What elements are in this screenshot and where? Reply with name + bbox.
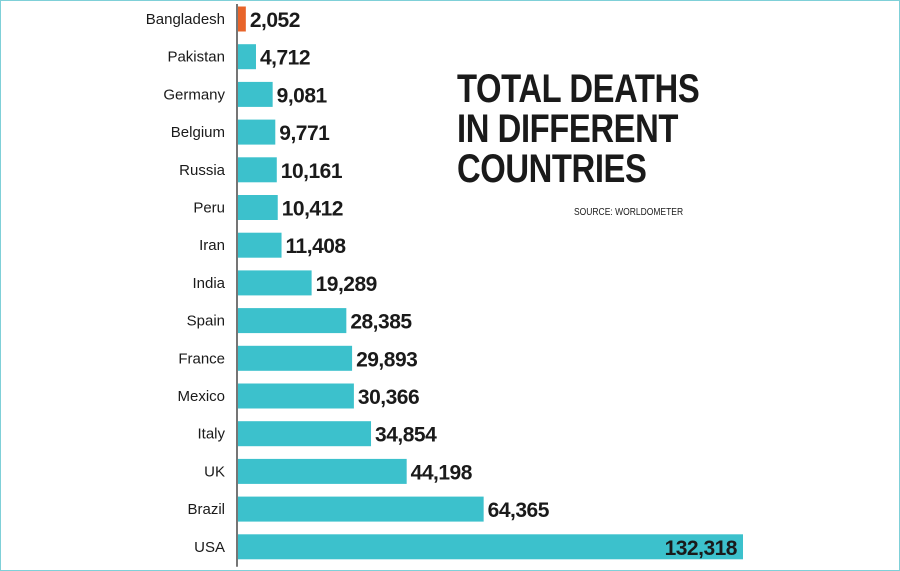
value-label-pakistan: 4,712 bbox=[260, 47, 310, 70]
title-line-1: TOTAL DEATHS bbox=[457, 67, 700, 111]
category-label-italy: Italy bbox=[197, 426, 225, 443]
value-label-usa: 132,318 bbox=[665, 537, 738, 560]
category-label-brazil: Brazil bbox=[187, 501, 225, 518]
category-label-pakistan: Pakistan bbox=[167, 49, 225, 66]
bar-france bbox=[238, 345, 353, 371]
bar-russia bbox=[238, 157, 277, 183]
value-label-india: 19,289 bbox=[316, 273, 377, 296]
category-label-usa: USA bbox=[194, 539, 225, 556]
chart-title: TOTAL DEATHS IN DIFFERENT COUNTRIES bbox=[457, 67, 700, 191]
value-label-uk: 44,198 bbox=[411, 461, 473, 484]
category-label-germany: Germany bbox=[163, 86, 225, 103]
bar-spain bbox=[238, 308, 347, 334]
bar-bangladesh bbox=[238, 6, 246, 32]
category-label-india: India bbox=[192, 275, 225, 292]
title-line-3: COUNTRIES bbox=[457, 147, 647, 191]
bar-mexico bbox=[238, 383, 354, 409]
source-note: SOURCE: WORLDOMETER bbox=[574, 207, 684, 218]
category-label-spain: Spain bbox=[187, 313, 225, 330]
bar-iran bbox=[238, 232, 282, 258]
bar-peru bbox=[238, 195, 278, 220]
value-label-russia: 10,161 bbox=[281, 160, 343, 183]
bar-germany bbox=[238, 81, 273, 107]
value-label-germany: 9,081 bbox=[277, 84, 328, 107]
bar-usa bbox=[238, 534, 743, 560]
value-label-belgium: 9,771 bbox=[279, 122, 330, 145]
value-label-bangladesh: 2,052 bbox=[250, 9, 300, 32]
bar-india bbox=[238, 270, 312, 296]
category-label-france: France bbox=[178, 350, 225, 367]
category-label-uk: UK bbox=[204, 463, 225, 480]
category-label-peru: Peru bbox=[193, 200, 225, 217]
bar-uk bbox=[238, 458, 407, 484]
value-label-brazil: 64,365 bbox=[488, 499, 550, 522]
title-line-2: IN DIFFERENT bbox=[457, 107, 679, 151]
bar-brazil bbox=[238, 496, 484, 522]
category-label-belgium: Belgium bbox=[171, 124, 225, 141]
value-label-iran: 11,408 bbox=[286, 235, 347, 258]
category-label-bangladesh: Bangladesh bbox=[146, 11, 225, 28]
value-label-mexico: 30,366 bbox=[358, 386, 419, 409]
category-label-mexico: Mexico bbox=[177, 388, 225, 405]
value-label-peru: 10,412 bbox=[282, 198, 343, 221]
value-label-france: 29,893 bbox=[356, 348, 417, 371]
category-label-iran: Iran bbox=[199, 237, 225, 254]
bar-belgium bbox=[238, 119, 276, 145]
category-label-russia: Russia bbox=[179, 162, 226, 179]
bar-pakistan bbox=[238, 44, 256, 70]
value-label-spain: 28,385 bbox=[350, 311, 412, 334]
bar-italy bbox=[238, 421, 372, 447]
value-label-italy: 34,854 bbox=[375, 424, 437, 447]
